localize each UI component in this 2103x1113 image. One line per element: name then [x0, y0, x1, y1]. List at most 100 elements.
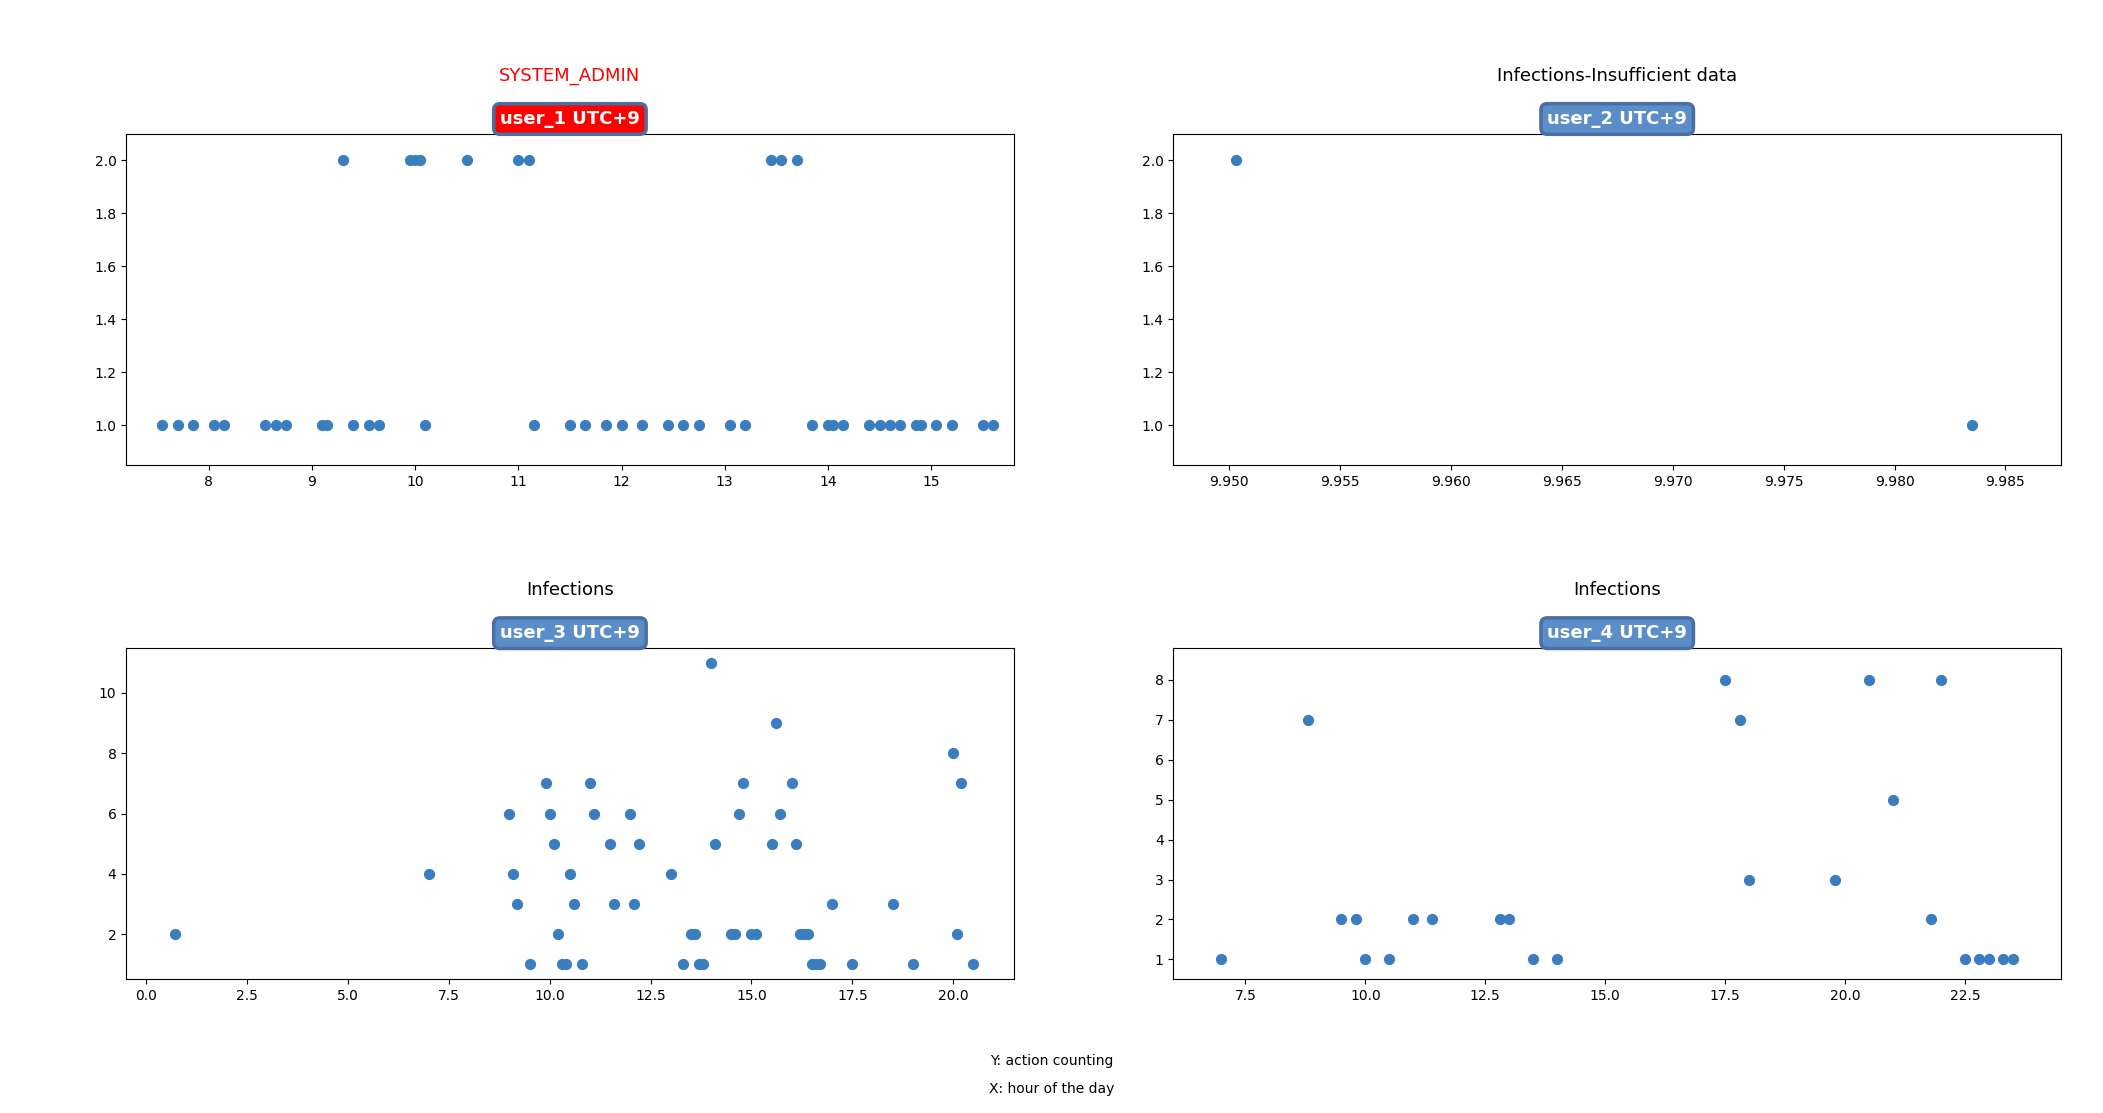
Point [667, 955, 700, 973]
Point [1914, 910, 1947, 928]
Point [1722, 711, 1756, 729]
Point [311, 416, 345, 434]
Point [1340, 910, 1373, 928]
Point [896, 955, 930, 973]
Point [625, 416, 658, 434]
Text: user_2 UTC+9: user_2 UTC+9 [1548, 110, 1687, 128]
Point [787, 925, 820, 943]
Point [593, 835, 627, 853]
Point [713, 416, 747, 434]
Point [1962, 951, 1996, 968]
Point [694, 654, 728, 672]
Point [1348, 951, 1382, 968]
Point [898, 416, 932, 434]
Point [578, 805, 612, 823]
Point [557, 895, 591, 913]
Point [755, 151, 789, 169]
Point [940, 925, 974, 943]
Point [816, 416, 850, 434]
Point [540, 925, 574, 943]
Point [198, 416, 231, 434]
Point [835, 955, 869, 973]
Point [618, 895, 652, 913]
Point [553, 865, 587, 883]
Point [1539, 951, 1573, 968]
Point [362, 416, 395, 434]
Point [1291, 711, 1325, 729]
Point [1396, 910, 1430, 928]
Point [698, 835, 732, 853]
Point [145, 416, 179, 434]
Point [715, 925, 749, 943]
Point [404, 151, 437, 169]
Point [795, 416, 829, 434]
Point [791, 925, 824, 943]
Point [776, 775, 810, 792]
Point [589, 416, 622, 434]
Point [1220, 151, 1253, 169]
Point [574, 775, 608, 792]
Point [517, 416, 551, 434]
Point [1733, 870, 1767, 888]
Point [351, 416, 385, 434]
Point [738, 925, 772, 943]
Point [336, 416, 370, 434]
Point [1924, 671, 1958, 689]
Point [568, 416, 601, 434]
Title: Infections: Infections [526, 581, 614, 599]
Point [936, 745, 969, 762]
Point [1516, 951, 1550, 968]
Point [812, 416, 845, 434]
Point [248, 416, 282, 434]
Point [536, 835, 570, 853]
Point [501, 895, 534, 913]
Point [1987, 951, 2021, 968]
Point [553, 416, 587, 434]
Point [326, 151, 360, 169]
Point [412, 865, 446, 883]
Point [1483, 910, 1516, 928]
Point [677, 925, 711, 943]
Point [208, 416, 242, 434]
Point [765, 151, 799, 169]
Point [944, 775, 978, 792]
Point [681, 955, 715, 973]
Point [1493, 910, 1527, 928]
Point [259, 416, 292, 434]
Point [795, 955, 829, 973]
Point [919, 416, 953, 434]
Point [393, 151, 427, 169]
Point [654, 865, 688, 883]
Point [936, 416, 969, 434]
Point [681, 416, 715, 434]
Point [778, 835, 812, 853]
Point [1819, 870, 1853, 888]
Point [408, 416, 442, 434]
Point [1415, 910, 1449, 928]
Point [734, 925, 768, 943]
Point [816, 895, 850, 913]
Point [397, 151, 431, 169]
Point [496, 865, 530, 883]
Point [875, 895, 908, 913]
Point [492, 805, 526, 823]
Title: Infections: Infections [1573, 581, 1661, 599]
Point [883, 416, 917, 434]
Point [826, 416, 860, 434]
Point [780, 151, 814, 169]
Point [1973, 951, 2006, 968]
Point [799, 955, 833, 973]
Text: user_3 UTC+9: user_3 UTC+9 [501, 624, 639, 642]
Point [1708, 671, 1741, 689]
Point [873, 416, 906, 434]
Point [803, 955, 837, 973]
Point [1956, 416, 1989, 434]
Title: SYSTEM_ADMIN: SYSTEM_ADMIN [498, 67, 641, 85]
Point [511, 151, 545, 169]
Title: Infections-Insufficient data: Infections-Insufficient data [1497, 67, 1737, 85]
Point [1996, 951, 2029, 968]
Point [667, 416, 700, 434]
Text: Y: action counting: Y: action counting [991, 1054, 1112, 1068]
Point [728, 416, 761, 434]
Point [1876, 790, 1910, 808]
